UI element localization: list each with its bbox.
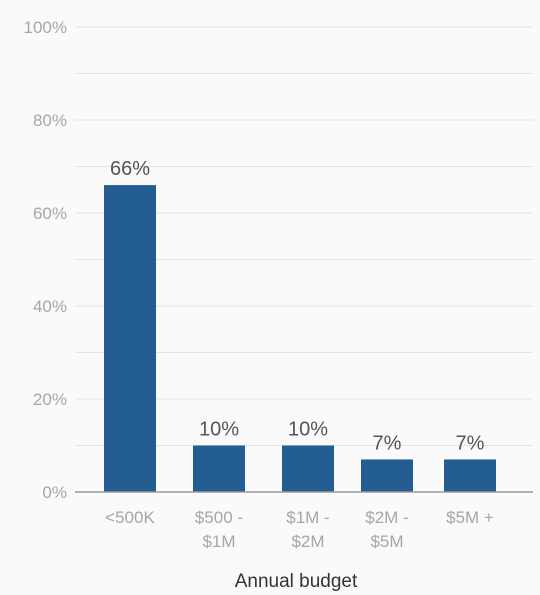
data-label: 66% bbox=[110, 158, 150, 180]
x-tick-label-line: $2M - bbox=[365, 508, 408, 527]
bar bbox=[282, 445, 334, 492]
bar bbox=[361, 459, 413, 492]
y-tick-label: 40% bbox=[33, 297, 67, 316]
x-tick-label-line: $1M bbox=[202, 532, 235, 551]
x-tick-label: <500K bbox=[105, 508, 155, 527]
x-tick-label-line: $5M + bbox=[446, 508, 494, 527]
data-label: 7% bbox=[373, 432, 402, 454]
x-axis-ticks: <500K $500 - $1M $1M - $2M $2M - $5M $5M + bbox=[105, 508, 494, 551]
x-tick-label-line: $1M - bbox=[286, 508, 329, 527]
data-labels: 66% 10% 10% 7% 7% bbox=[110, 158, 485, 454]
data-label: 10% bbox=[288, 419, 328, 441]
x-tick-label: $1M - $2M bbox=[286, 508, 329, 551]
x-tick-label: $2M - $5M bbox=[365, 508, 408, 551]
bar bbox=[444, 459, 496, 492]
bars bbox=[104, 185, 496, 492]
x-tick-label-line: <500K bbox=[105, 508, 155, 527]
y-tick-label: 20% bbox=[33, 390, 67, 409]
x-tick-label: $5M + bbox=[446, 508, 494, 527]
data-label: 7% bbox=[456, 432, 485, 454]
y-tick-label: 80% bbox=[33, 111, 67, 130]
x-tick-label-line: $2M bbox=[291, 532, 324, 551]
bar bbox=[104, 185, 156, 492]
x-axis-title: Annual budget bbox=[235, 571, 358, 592]
x-tick-label: $500 - $1M bbox=[195, 508, 243, 551]
x-tick-label-line: $5M bbox=[370, 532, 403, 551]
y-axis-ticks: 0% 20% 40% 60% 80% 100% bbox=[24, 18, 67, 502]
x-tick-label-line: $500 - bbox=[195, 508, 243, 527]
y-tick-label: 0% bbox=[42, 483, 67, 502]
data-label: 10% bbox=[199, 419, 239, 441]
y-tick-label: 60% bbox=[33, 204, 67, 223]
bar bbox=[193, 445, 245, 492]
y-tick-label: 100% bbox=[24, 18, 67, 37]
